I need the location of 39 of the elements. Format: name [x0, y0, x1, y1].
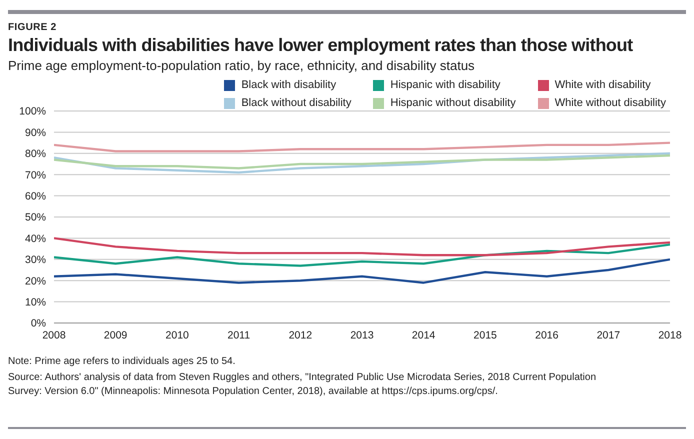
line-series — [54, 237, 670, 256]
line-series — [54, 243, 670, 267]
x-tick-label: 2018 — [658, 329, 682, 342]
y-tick-label: 10% — [24, 296, 46, 309]
x-tick-label: 2009 — [104, 329, 128, 342]
x-tick-label: 2015 — [474, 329, 498, 342]
caption: FIGURE 2 — [8, 22, 58, 33]
line-series — [54, 152, 670, 174]
legend-label: Black without disability — [241, 97, 352, 109]
legend-label: Hispanic with disability — [390, 79, 500, 91]
y-tick-label: 100% — [19, 106, 46, 118]
line-series — [54, 142, 670, 152]
y-tick-label: 0% — [30, 318, 46, 330]
y-tick-label: 60% — [24, 190, 46, 203]
x-tick-label: 2017 — [596, 329, 620, 342]
legend-label: Black with disability — [241, 79, 336, 91]
y-tick-label: 80% — [24, 148, 46, 160]
source-note: Source: Authors' analysis of data from Steven Ruggles and others, "Integrated Public Use Microdata Series, 2018 Current Population Survey: Version 6.0" (Minneapolis: Minnesota Population Center, 2018), available at https://cps.ipums.org/cps/. — [8, 371, 598, 399]
line-series — [54, 154, 670, 170]
x-tick-label: 2010 — [166, 329, 190, 342]
chart-title: Individuals with disabilities have lower employment rates than those without — [8, 35, 634, 56]
text: Note: Prime age refers to individuals ages 25 to 54. — [8, 355, 236, 369]
x-tick-label: 2016 — [535, 329, 559, 342]
y-tick-label: 90% — [24, 126, 46, 139]
y-tick-label: 20% — [24, 275, 46, 288]
y-tick-label: 70% — [24, 169, 46, 182]
x-tick-label: 2012 — [288, 329, 312, 342]
y-tick-label: 50% — [24, 212, 46, 224]
x-tick-label: 2008 — [42, 329, 66, 342]
legend-label: White without disability — [554, 97, 666, 109]
x-tick-label: 2011 — [228, 329, 250, 342]
y-tick-label: 30% — [24, 254, 46, 266]
x-tick-label: 2014 — [412, 329, 436, 342]
line-series — [54, 258, 670, 284]
legend-label: Hispanic without disability — [390, 97, 516, 109]
y-tick-label: 40% — [24, 232, 46, 245]
chart-subtitle: Prime age employment-to-population ratio, by race, ethnicity, and disability status — [8, 58, 476, 73]
legend-label: White with disability — [554, 79, 651, 91]
x-tick-label: 2013 — [350, 329, 374, 342]
